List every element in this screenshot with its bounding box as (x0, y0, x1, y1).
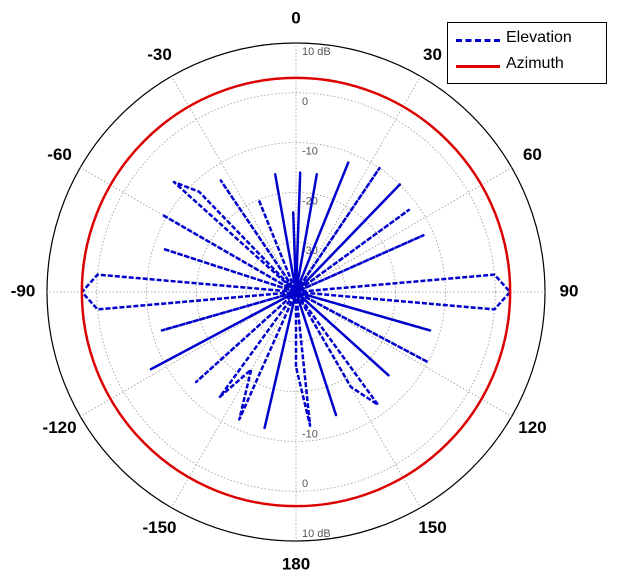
angle-tick-labels: 0 30 60 90 120 150 180 -150 -120 -90 -60 -30 (11, 8, 579, 573)
radial-tick-label-top-3: -20 (302, 195, 318, 207)
grid-spoke-210 (171, 291, 297, 508)
angle-tick-label-8: -120 (43, 418, 77, 437)
grid-spoke-120 (295, 291, 512, 417)
angle-tick-label-3: 90 (560, 281, 579, 300)
radial-tick-label-bottom-1: 0 (302, 478, 308, 490)
legend-entry-azimuth: Azimuth (448, 53, 606, 79)
grid-ring-2 (146, 142, 446, 442)
grid-ring-3 (195, 191, 396, 392)
grid-spoke-330 (171, 76, 297, 293)
legend-swatch-elevation (456, 39, 500, 42)
angle-tick-label-10: -60 (47, 145, 72, 164)
grid-spoke-150 (295, 291, 421, 508)
legend: Elevation Azimuth (447, 22, 607, 84)
angle-tick-label-11: -30 (147, 45, 172, 64)
polar-grid (46, 42, 546, 542)
radial-tick-label-bottom-2: -10 (302, 428, 318, 440)
radial-tick-label-bottom-0: 10 dB (302, 528, 331, 540)
radial-tick-label-top-2: -10 (302, 146, 318, 158)
angle-tick-label-5: 150 (418, 518, 446, 537)
grid-spoke-60 (295, 167, 512, 293)
angle-tick-label-6: 180 (282, 554, 310, 573)
legend-label-elevation: Elevation (506, 29, 572, 46)
angle-tick-label-7: -150 (142, 518, 176, 537)
series-azimuth-line (80, 76, 512, 508)
grid-ring-1 (96, 92, 496, 492)
radial-tick-label-top-0: 10 dB (302, 46, 331, 58)
grid-spoke-30 (295, 76, 421, 293)
angle-tick-label-9: -90 (11, 281, 36, 300)
legend-label-azimuth: Azimuth (506, 55, 564, 72)
legend-entry-elevation: Elevation (448, 27, 606, 53)
grid-spoke-300 (80, 167, 297, 293)
angle-tick-label-0: 0 (291, 8, 300, 27)
angle-tick-label-4: 120 (518, 418, 546, 437)
series-layer (80, 76, 512, 508)
legend-swatch-azimuth (456, 65, 500, 68)
angle-tick-label-1: 30 (423, 45, 442, 64)
angle-tick-label-2: 60 (523, 145, 542, 164)
grid-spoke-240 (80, 291, 297, 417)
series-elevation-line (80, 161, 512, 430)
radial-tick-label-top-1: 0 (302, 96, 308, 108)
